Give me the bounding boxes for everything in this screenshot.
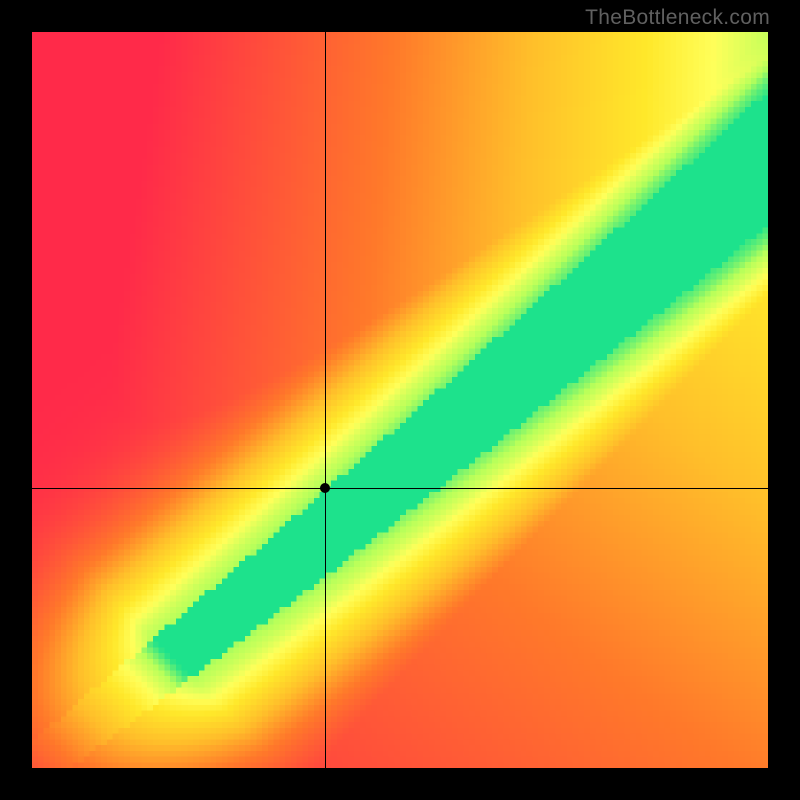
bottleneck-heatmap <box>32 32 768 768</box>
watermark-text: TheBottleneck.com <box>585 6 770 30</box>
crosshair-marker <box>320 483 330 493</box>
crosshair-vertical <box>325 32 326 768</box>
heatmap-canvas <box>32 32 768 768</box>
crosshair-horizontal <box>32 488 768 489</box>
